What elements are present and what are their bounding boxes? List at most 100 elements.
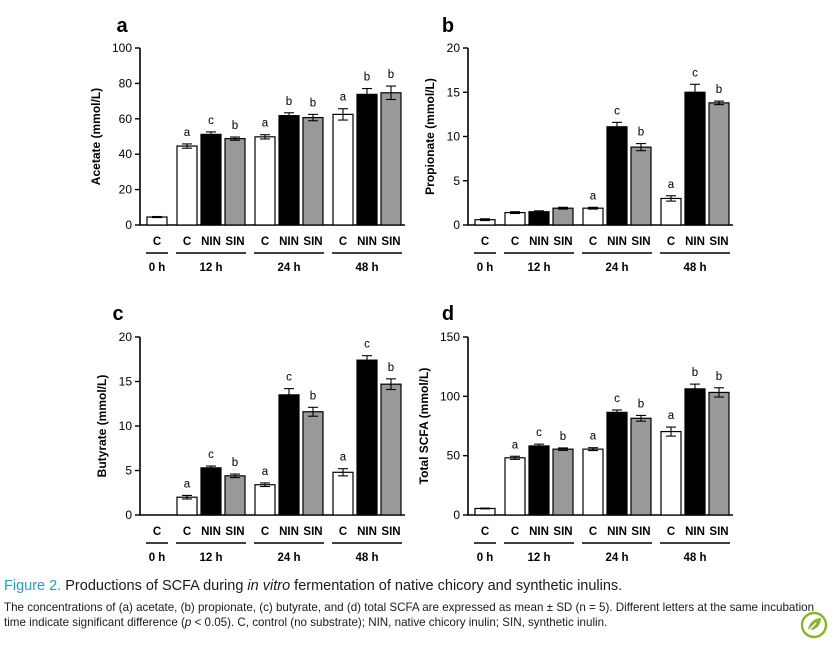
x-category-label: NIN bbox=[529, 526, 549, 538]
x-category-label: C bbox=[511, 236, 519, 248]
bar bbox=[278, 115, 300, 226]
caption-title-text: Productions of SCFA during bbox=[61, 578, 248, 594]
x-category-label: C bbox=[481, 526, 489, 538]
bar bbox=[224, 138, 246, 226]
significance-letter: a bbox=[512, 439, 519, 451]
caption-body: The concentrations of (a) acetate, (b) p… bbox=[4, 600, 830, 630]
significance-letter: b bbox=[364, 72, 370, 84]
caption-body-text-end: < 0.05). C, control (no substrate); NIN,… bbox=[191, 616, 608, 629]
x-category-label: SIN bbox=[631, 236, 650, 248]
y-axis-label: Butyrate (mmol/L) bbox=[95, 375, 109, 478]
significance-letter: b bbox=[388, 69, 394, 81]
y-tick-label: 5 bbox=[453, 174, 460, 188]
bar bbox=[254, 136, 276, 226]
significance-letter: b bbox=[310, 97, 316, 109]
bar bbox=[474, 507, 496, 516]
x-category-label: C bbox=[153, 526, 161, 538]
x-category-label: C bbox=[261, 526, 269, 538]
bar bbox=[528, 211, 550, 226]
x-group-label: 24 h bbox=[277, 262, 300, 274]
significance-letter: a bbox=[184, 478, 191, 490]
significance-letter: c bbox=[614, 105, 620, 117]
significance-letter: b bbox=[638, 127, 644, 139]
significance-letter: b bbox=[286, 96, 292, 108]
bar bbox=[332, 471, 354, 516]
bar bbox=[302, 116, 324, 226]
significance-letter: b bbox=[716, 371, 722, 383]
bar bbox=[254, 484, 276, 516]
bar bbox=[302, 411, 324, 516]
caption-title-text-end: fermentation of native chicory and synth… bbox=[290, 578, 623, 594]
y-tick-label: 0 bbox=[453, 508, 460, 522]
y-axis-label: Total SCFA (mmol/L) bbox=[417, 368, 431, 485]
significance-letter: b bbox=[232, 457, 238, 469]
x-group-label: 0 h bbox=[149, 552, 166, 564]
bar bbox=[504, 212, 526, 226]
bar bbox=[606, 126, 628, 226]
x-category-label: C bbox=[511, 526, 519, 538]
bar bbox=[332, 113, 354, 226]
significance-letter: c bbox=[692, 67, 698, 79]
bar bbox=[356, 359, 378, 516]
x-category-label: C bbox=[261, 236, 269, 248]
y-axis-label: Propionate (mmol/L) bbox=[423, 78, 437, 195]
y-tick-label: 10 bbox=[119, 419, 133, 433]
bar bbox=[582, 207, 604, 226]
bar bbox=[708, 391, 730, 516]
y-tick-label: 20 bbox=[447, 41, 461, 55]
y-tick-label: 15 bbox=[119, 375, 133, 389]
x-category-label: NIN bbox=[607, 236, 627, 248]
bar bbox=[552, 207, 574, 226]
x-category-label: SIN bbox=[225, 236, 244, 248]
x-category-label: C bbox=[667, 526, 675, 538]
y-tick-label: 150 bbox=[440, 330, 460, 344]
significance-letter: c bbox=[208, 115, 214, 127]
x-group-label: 0 h bbox=[477, 262, 494, 274]
panel-label: a bbox=[116, 15, 128, 37]
x-category-label: SIN bbox=[553, 526, 572, 538]
caption-title: Figure 2. Productions of SCFA during in … bbox=[4, 577, 830, 595]
x-category-label: SIN bbox=[631, 526, 650, 538]
bar bbox=[176, 496, 198, 516]
bar bbox=[278, 394, 300, 516]
bar bbox=[380, 383, 402, 516]
x-category-label: NIN bbox=[201, 526, 221, 538]
x-group-label: 12 h bbox=[199, 262, 222, 274]
x-category-label: C bbox=[667, 236, 675, 248]
significance-letter: b bbox=[692, 367, 698, 379]
x-category-label: C bbox=[589, 526, 597, 538]
significance-letter: a bbox=[184, 127, 191, 139]
y-tick-label: 15 bbox=[447, 85, 461, 99]
caption-body-italic: p bbox=[184, 616, 192, 629]
bar bbox=[660, 197, 682, 226]
bar bbox=[146, 216, 168, 226]
bar bbox=[528, 445, 550, 516]
significance-letter: b bbox=[232, 120, 238, 132]
y-tick-label: 80 bbox=[119, 76, 133, 90]
x-category-label: SIN bbox=[381, 526, 400, 538]
bar bbox=[582, 448, 604, 516]
x-category-label: C bbox=[153, 236, 161, 248]
x-category-label: NIN bbox=[357, 236, 377, 248]
caption-body-text: The concentrations of (a) acetate, (b) p… bbox=[4, 601, 815, 629]
x-category-label: SIN bbox=[303, 526, 322, 538]
bar bbox=[356, 93, 378, 226]
significance-letter: a bbox=[340, 452, 347, 464]
significance-letter: a bbox=[590, 431, 597, 443]
panel-label: c bbox=[112, 303, 123, 325]
y-tick-label: 60 bbox=[119, 112, 133, 126]
x-group-label: 12 h bbox=[199, 552, 222, 564]
x-category-label: SIN bbox=[709, 526, 728, 538]
x-category-label: NIN bbox=[685, 236, 705, 248]
y-tick-label: 100 bbox=[112, 41, 132, 55]
x-group-label: 0 h bbox=[477, 552, 494, 564]
x-category-label: SIN bbox=[303, 236, 322, 248]
y-axis-label: Acetate (mmol/L) bbox=[89, 88, 103, 185]
bar bbox=[684, 388, 706, 516]
caption-title-italic: in vitro bbox=[247, 578, 291, 594]
y-tick-label: 10 bbox=[447, 130, 461, 144]
significance-letter: a bbox=[262, 118, 269, 130]
significance-letter: b bbox=[388, 362, 394, 374]
bar bbox=[684, 91, 706, 226]
